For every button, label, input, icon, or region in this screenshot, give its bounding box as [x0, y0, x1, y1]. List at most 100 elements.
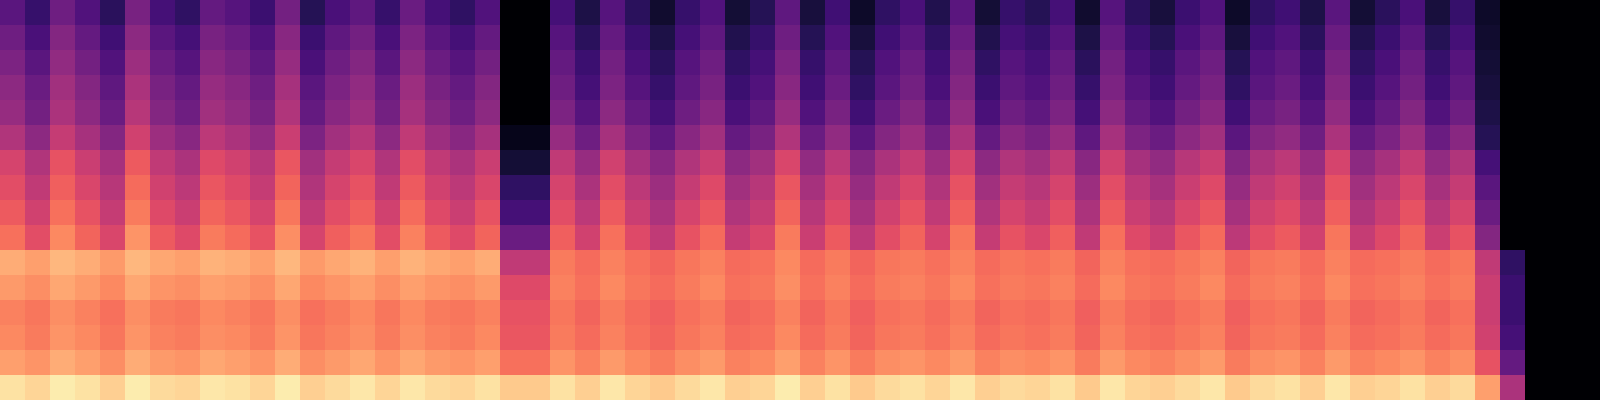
cell: [925, 350, 951, 376]
cell: [250, 125, 276, 151]
cell: [725, 350, 751, 376]
cell: [650, 25, 676, 51]
cell: [1000, 25, 1026, 51]
cell: [450, 275, 476, 301]
cell: [650, 100, 676, 126]
cell: [475, 275, 501, 301]
cell: [1400, 250, 1426, 276]
cell: [325, 175, 351, 201]
cell: [1125, 150, 1151, 176]
cell: [750, 150, 776, 176]
cell: [1500, 150, 1526, 176]
cell: [1100, 225, 1126, 251]
cell: [1475, 350, 1501, 376]
cell: [700, 100, 726, 126]
cell: [1425, 150, 1451, 176]
cell: [375, 25, 401, 51]
cell: [50, 25, 76, 51]
cell: [300, 100, 326, 126]
cell: [1250, 275, 1276, 301]
cell: [1575, 0, 1600, 26]
cell: [1200, 200, 1226, 226]
cell: [550, 50, 576, 76]
cell: [1050, 175, 1076, 201]
cell: [950, 25, 976, 51]
cell: [225, 100, 251, 126]
cell: [550, 375, 576, 400]
cell: [475, 300, 501, 326]
cell: [200, 375, 226, 400]
cell: [250, 100, 276, 126]
cell: [1550, 175, 1576, 201]
cell: [1050, 275, 1076, 301]
cell: [400, 175, 426, 201]
cell: [675, 50, 701, 76]
cell: [1225, 200, 1251, 226]
cell: [250, 225, 276, 251]
cell: [200, 150, 226, 176]
cell: [475, 75, 501, 101]
cell: [175, 225, 201, 251]
cell: [1475, 125, 1501, 151]
cell: [0, 50, 26, 76]
cell: [1250, 75, 1276, 101]
cell: [550, 0, 576, 26]
cell: [325, 375, 351, 400]
cell: [1200, 150, 1226, 176]
cell: [1050, 300, 1076, 326]
cell: [1200, 125, 1226, 151]
cell: [1325, 225, 1351, 251]
cell: [675, 150, 701, 176]
cell: [100, 325, 126, 351]
cell: [1225, 75, 1251, 101]
cell: [875, 100, 901, 126]
cell: [625, 0, 651, 26]
cell: [25, 50, 51, 76]
cell: [1525, 50, 1551, 76]
cell: [100, 125, 126, 151]
cell: [450, 300, 476, 326]
cell: [750, 200, 776, 226]
cell: [725, 325, 751, 351]
cell: [225, 150, 251, 176]
cell: [400, 250, 426, 276]
cell: [550, 150, 576, 176]
cell: [0, 300, 26, 326]
cell: [925, 375, 951, 400]
cell: [1150, 275, 1176, 301]
cell: [1275, 100, 1301, 126]
cell: [1125, 300, 1151, 326]
cell: [1150, 125, 1176, 151]
cell: [900, 25, 926, 51]
cell: [825, 300, 851, 326]
cell: [425, 175, 451, 201]
cell: [125, 175, 151, 201]
cell: [50, 50, 76, 76]
cell: [475, 350, 501, 376]
cell: [125, 275, 151, 301]
cell: [875, 200, 901, 226]
cell: [625, 250, 651, 276]
cell: [50, 175, 76, 201]
cell: [1150, 0, 1176, 26]
cell: [350, 375, 376, 400]
cell: [100, 0, 126, 26]
cell: [750, 250, 776, 276]
cell: [200, 350, 226, 376]
cell: [800, 0, 826, 26]
cell: [725, 200, 751, 226]
cell: [700, 25, 726, 51]
cell: [250, 275, 276, 301]
cell: [1000, 0, 1026, 26]
cell: [1325, 200, 1351, 226]
cell: [975, 300, 1001, 326]
cell: [1175, 75, 1201, 101]
cell: [350, 50, 376, 76]
cell: [175, 125, 201, 151]
cell: [775, 150, 801, 176]
cell: [1200, 25, 1226, 51]
cell: [125, 25, 151, 51]
cell: [175, 25, 201, 51]
cell: [25, 200, 51, 226]
cell: [1350, 350, 1376, 376]
